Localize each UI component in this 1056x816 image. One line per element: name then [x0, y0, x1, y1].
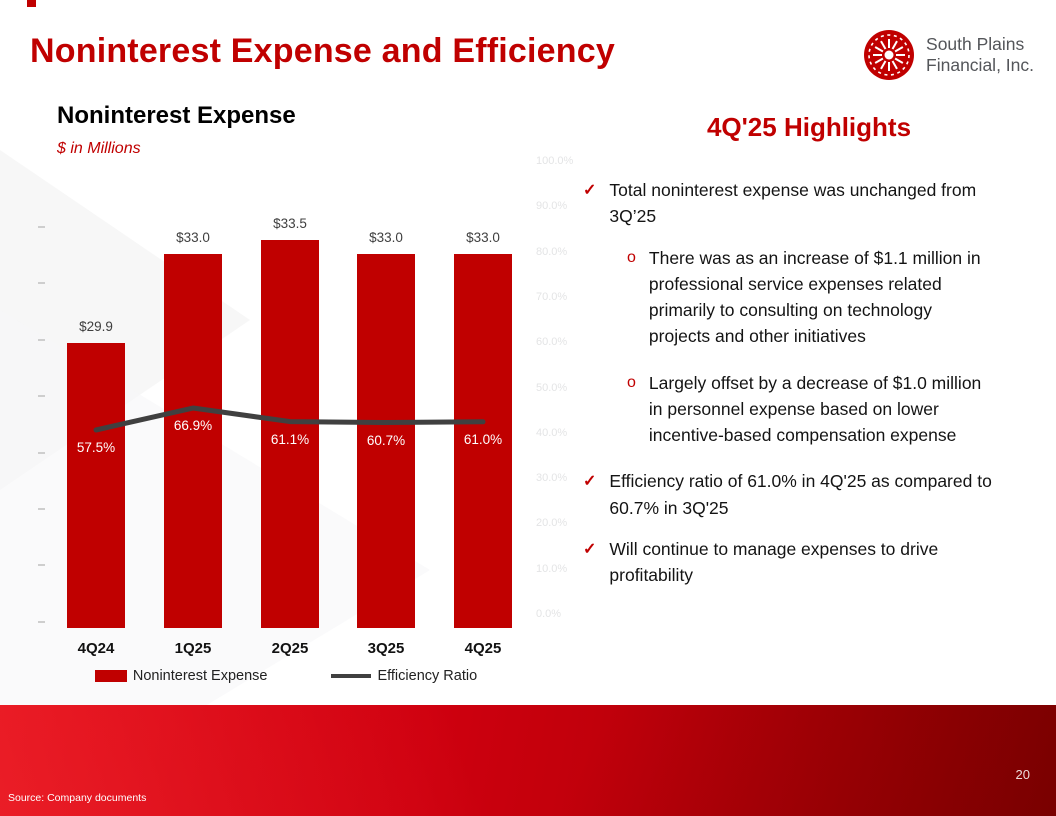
logo-line2: Financial, Inc. — [926, 55, 1034, 75]
x-axis-label: 2Q25 — [271, 640, 309, 657]
bar-value-label: $33.0 — [176, 230, 210, 246]
highlight-item: ✓ Will continue to manage expenses to dr… — [583, 536, 1035, 589]
logo-text: South Plains Financial, Inc. — [926, 34, 1034, 76]
efficiency-ratio-label: 61.0% — [463, 431, 503, 447]
checkmark-icon: ✓ — [583, 182, 597, 199]
secondary-axis-label: 40.0% — [536, 426, 568, 439]
x-axis-label: 1Q25 — [174, 640, 212, 657]
page-number: 20 — [1015, 767, 1030, 782]
chart-area: $29.9 57.5% 4Q24 $33.0 66.9% 1Q25 $33.5 … — [38, 160, 532, 665]
highlights-panel: 4Q'25 Highlights ✓ Total noninterest exp… — [583, 112, 1035, 603]
legend-item-noninterest-expense: Noninterest Expense — [94, 668, 268, 684]
axis-tick — [38, 508, 45, 510]
secondary-axis-label: 90.0% — [536, 200, 568, 213]
logo-line1: South Plains — [926, 34, 1025, 54]
secondary-axis-label: 50.0% — [536, 381, 568, 394]
secondary-axis-label: 100.0% — [536, 155, 574, 167]
highlight-text: Largely offset by a decrease of $1.0 mil… — [648, 372, 982, 446]
bar-value-label: $33.0 — [369, 230, 403, 246]
bar-value-label: $33.0 — [466, 230, 500, 246]
expense-bar — [261, 240, 319, 628]
efficiency-ratio-label: 61.1% — [270, 431, 310, 447]
legend-item-efficiency-ratio: Efficiency Ratio — [331, 668, 477, 684]
secondary-axis-label: 20.0% — [536, 517, 568, 530]
circle-bullet-icon: o — [627, 373, 636, 391]
legend-label: Efficiency Ratio — [377, 668, 478, 684]
highlight-item: ✓ Total noninterest expense was unchange… — [583, 177, 1035, 230]
bar-value-label: $29.9 — [79, 319, 113, 335]
checkmark-icon: ✓ — [583, 540, 597, 558]
chart-subtitle: $ in Millions — [57, 140, 141, 157]
page-title: Noninterest Expense and Efficiency — [30, 32, 615, 70]
company-logo: South Plains Financial, Inc. — [862, 28, 1034, 82]
highlight-item: ✓ Efficiency ratio of 61.0% in 4Q'25 as … — [583, 468, 1035, 521]
bar-value-label: $33.5 — [273, 216, 307, 231]
logo-sun-icon — [864, 30, 915, 80]
expense-bar — [164, 254, 222, 628]
checkmark-icon: ✓ — [583, 473, 597, 491]
efficiency-ratio-label: 66.9% — [173, 418, 213, 433]
highlight-text: Will continue to manage expenses to driv… — [609, 538, 939, 585]
x-axis-label: 4Q24 — [77, 640, 115, 657]
expense-bar — [67, 343, 125, 628]
legend-label: Noninterest Expense — [132, 668, 268, 684]
secondary-axis-faint-labels: 100.0% 90.0% 80.0% 70.0% 60.0% 50.0% 40.0% 30.0… — [536, 0, 596, 700]
axis-tick — [38, 338, 45, 341]
efficiency-ratio-label: 60.7% — [366, 432, 406, 448]
axis-tick — [38, 395, 45, 398]
highlights-title: 4Q'25 Highlights — [706, 112, 912, 142]
footer-band — [0, 705, 1056, 816]
axis-tick — [38, 451, 45, 454]
x-axis-label: 3Q25 — [367, 640, 405, 657]
highlight-text: There was as an increase of $1.1 million… — [648, 247, 981, 347]
axis-tick — [38, 564, 45, 567]
secondary-axis-label: 70.0% — [536, 290, 568, 303]
axis-tick — [38, 620, 45, 623]
secondary-axis-label: 0.0% — [536, 608, 562, 620]
top-accent-mark — [27, 0, 36, 7]
chart-legend: Noninterest Expense Efficiency Ratio — [40, 668, 532, 684]
highlight-subitem: o Largely offset by a decrease of $1.0 m… — [627, 370, 1035, 449]
axis-tick — [38, 226, 45, 228]
source-note: Source: Company documents — [8, 792, 147, 804]
efficiency-ratio-label: 57.5% — [76, 440, 116, 455]
highlight-text: Efficiency ratio of 61.0% in 4Q'25 as co… — [609, 471, 992, 518]
secondary-axis-label: 80.0% — [536, 245, 568, 258]
bar-swatch-icon — [94, 670, 127, 682]
expense-bar — [357, 254, 415, 628]
x-axis-label: 4Q25 — [464, 640, 502, 657]
line-swatch-icon — [331, 674, 372, 678]
chart-title: Noninterest Expense — [57, 102, 296, 129]
expense-bar — [454, 254, 512, 628]
secondary-axis-label: 10.0% — [536, 562, 568, 575]
highlight-subitem: o There was as an increase of $1.1 milli… — [627, 245, 1035, 350]
circle-bullet-icon: o — [627, 248, 636, 266]
secondary-axis-label: 30.0% — [536, 472, 568, 485]
secondary-axis-label: 60.0% — [536, 336, 568, 349]
axis-tick — [38, 282, 45, 285]
highlight-text: Total noninterest expense was unchanged … — [609, 180, 977, 227]
